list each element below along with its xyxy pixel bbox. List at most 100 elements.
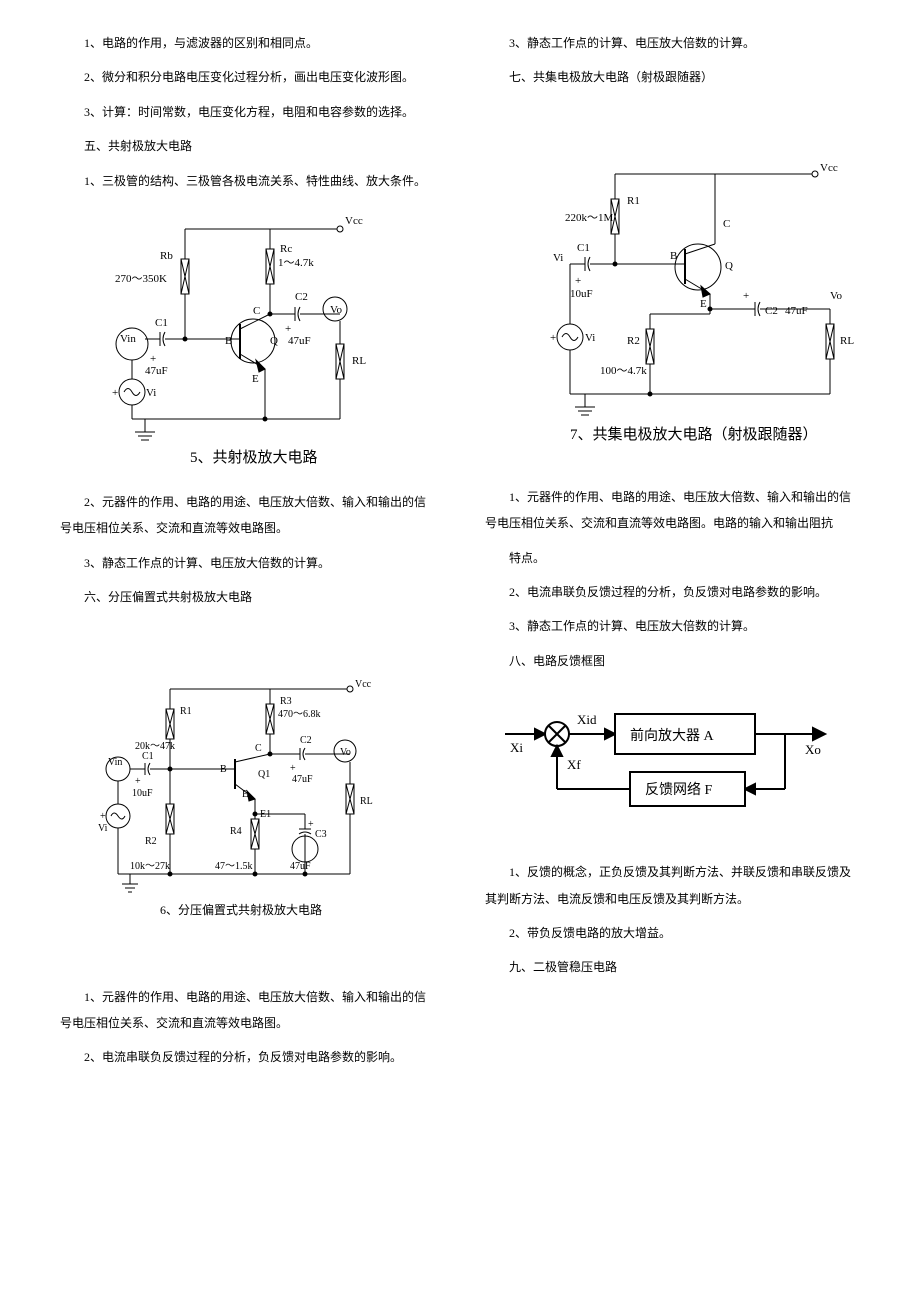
circuit-svg-7: Vcc R1 220k～1M C [485, 149, 865, 449]
svg-text:R3: R3 [280, 696, 292, 707]
svg-text:C3: C3 [315, 829, 327, 840]
svg-text:C: C [723, 218, 730, 230]
svg-text:Vi: Vi [98, 823, 108, 834]
svg-text:Rc: Rc [280, 243, 292, 255]
svg-text:1～4.7k: 1～4.7k [278, 257, 314, 269]
svg-text:Vin: Vin [120, 333, 136, 345]
text: 2、微分和积分电路电压变化过程分析，画出电压变化波形图。 [60, 64, 435, 90]
svg-text:C2: C2 [300, 735, 312, 746]
text: 2、电流串联负反馈过程的分析，负反馈对电路参数的影响。 [485, 579, 860, 605]
text: 3、静态工作点的计算、电压放大倍数的计算。 [485, 30, 860, 56]
svg-text:+: + [743, 290, 749, 302]
text: 1、反馈的概念，正负反馈及其判断方法、并联反馈和串联反馈及其判断方法、电流反馈和… [485, 859, 860, 912]
svg-text:反馈网络 F: 反馈网络 F [645, 782, 712, 798]
svg-text:B: B [670, 250, 677, 262]
svg-text:Xid: Xid [577, 712, 597, 727]
svg-text:Vo: Vo [340, 747, 351, 758]
section-title: 五、共射极放大电路 [60, 133, 435, 159]
svg-text:C1: C1 [142, 751, 154, 762]
svg-text:Q1: Q1 [258, 769, 270, 780]
text: 1、元器件的作用、电路的用途、电压放大倍数、输入和输出的信号电压相位关系、交流和… [485, 484, 860, 537]
svg-text:7、共集电极放大电路（射极跟随器）: 7、共集电极放大电路（射极跟随器） [570, 426, 818, 443]
svg-text:Vcc: Vcc [355, 679, 372, 690]
svg-text:Xo: Xo [805, 742, 821, 757]
svg-text:+: + [550, 332, 556, 344]
circuit-diagram-7: Vcc R1 220k～1M C [485, 149, 860, 449]
svg-text:Vo: Vo [330, 304, 343, 316]
svg-text:Vi: Vi [553, 252, 563, 264]
svg-text:RL: RL [352, 355, 366, 367]
svg-text:10uF: 10uF [570, 288, 593, 300]
svg-text:47uF: 47uF [290, 861, 311, 872]
svg-text:100～4.7k: 100～4.7k [600, 365, 647, 377]
svg-text:E: E [700, 298, 707, 310]
left-column: 1、电路的作用，与滤波器的区别和相同点。 2、微分和积分电路电压变化过程分析，画… [60, 30, 435, 1079]
svg-text:47uF: 47uF [145, 365, 168, 377]
svg-text:6、分压偏置式共射极放大电路: 6、分压偏置式共射极放大电路 [160, 902, 322, 917]
svg-text:B: B [220, 764, 227, 775]
right-column: 3、静态工作点的计算、电压放大倍数的计算。 七、共集电极放大电路（射极跟随器） … [485, 30, 860, 1079]
svg-text:C1: C1 [577, 242, 590, 254]
svg-text:47uF: 47uF [288, 335, 311, 347]
svg-text:C2: C2 [295, 291, 308, 303]
text: 3、静态工作点的计算、电压放大倍数的计算。 [485, 613, 860, 639]
svg-text:220k～1M: 220k～1M [565, 212, 613, 224]
svg-text:Q: Q [725, 260, 733, 272]
svg-text:Q: Q [270, 335, 278, 347]
svg-text:B: B [225, 335, 232, 347]
feedback-diagram: Xi Xid 前向放大器 A Xo [485, 684, 860, 824]
svg-text:R2: R2 [627, 335, 640, 347]
svg-text:C2: C2 [765, 305, 778, 317]
svg-text:Vi: Vi [585, 332, 595, 344]
text: 2、带负反馈电路的放大增益。 [485, 920, 860, 946]
text: 特点。 [485, 545, 860, 571]
svg-text:20k～47k: 20k～47k [135, 741, 175, 752]
section-title: 六、分压偏置式共射极放大电路 [60, 584, 435, 610]
svg-text:47～1.5k: 47～1.5k [215, 861, 253, 872]
text: 1、电路的作用，与滤波器的区别和相同点。 [60, 30, 435, 56]
circuit-svg-5: Vcc Rb 270～350K Rc 1～4.7k [60, 204, 400, 474]
section-title: 九、二极管稳压电路 [485, 954, 860, 980]
text: 3、静态工作点的计算、电压放大倍数的计算。 [60, 550, 435, 576]
svg-text:Xi: Xi [510, 740, 523, 755]
feedback-svg: Xi Xid 前向放大器 A Xo [485, 684, 845, 824]
svg-text:10k～27k: 10k～27k [130, 861, 170, 872]
text: 3、计算：时间常数，电压变化方程，电阻和电容参数的选择。 [60, 99, 435, 125]
svg-text:+: + [135, 776, 141, 787]
svg-text:270～350K: 270～350K [115, 273, 167, 285]
svg-text:E: E [252, 373, 259, 385]
svg-text:RL: RL [840, 335, 854, 347]
svg-text:Vi: Vi [146, 387, 156, 399]
svg-text:R2: R2 [145, 836, 157, 847]
svg-text:R1: R1 [180, 706, 192, 717]
svg-text:+: + [150, 353, 156, 365]
svg-text:Xf: Xf [567, 757, 581, 772]
svg-text:+: + [308, 819, 314, 830]
svg-text:+: + [100, 811, 106, 822]
svg-text:Vcc: Vcc [345, 215, 363, 227]
svg-text:+: + [290, 763, 296, 774]
svg-text:47uF: 47uF [785, 305, 808, 317]
svg-text:Vo: Vo [830, 290, 843, 302]
circuit-diagram-6: Vcc R1 20k～47k R3 470～6.8k [60, 669, 435, 929]
svg-text:Vin: Vin [108, 757, 122, 768]
svg-text:RL: RL [360, 796, 373, 807]
svg-text:470～6.8k: 470～6.8k [278, 709, 321, 720]
svg-text:+: + [575, 275, 581, 287]
text: 1、三极管的结构、三极管各极电流关系、特性曲线、放大条件。 [60, 168, 435, 194]
svg-text:Vcc: Vcc [820, 162, 838, 174]
svg-text:C: C [253, 305, 260, 317]
svg-text:47uF: 47uF [292, 774, 313, 785]
svg-text:C: C [255, 743, 262, 754]
svg-text:R4: R4 [230, 826, 242, 837]
text: 2、电流串联负反馈过程的分析，负反馈对电路参数的影响。 [60, 1044, 435, 1070]
text: 2、元器件的作用、电路的用途、电压放大倍数、输入和输出的信号电压相位关系、交流和… [60, 489, 435, 542]
svg-text:E: E [242, 789, 248, 800]
svg-text:+: + [112, 387, 118, 399]
svg-text:10uF: 10uF [132, 788, 153, 799]
svg-text:5、共射极放大电路: 5、共射极放大电路 [190, 449, 318, 466]
section-title: 七、共集电极放大电路（射极跟随器） [485, 64, 860, 90]
svg-text:前向放大器 A: 前向放大器 A [630, 727, 714, 744]
circuit-svg-6: Vcc R1 20k～47k R3 470～6.8k [60, 669, 400, 929]
svg-text:C1: C1 [155, 317, 168, 329]
